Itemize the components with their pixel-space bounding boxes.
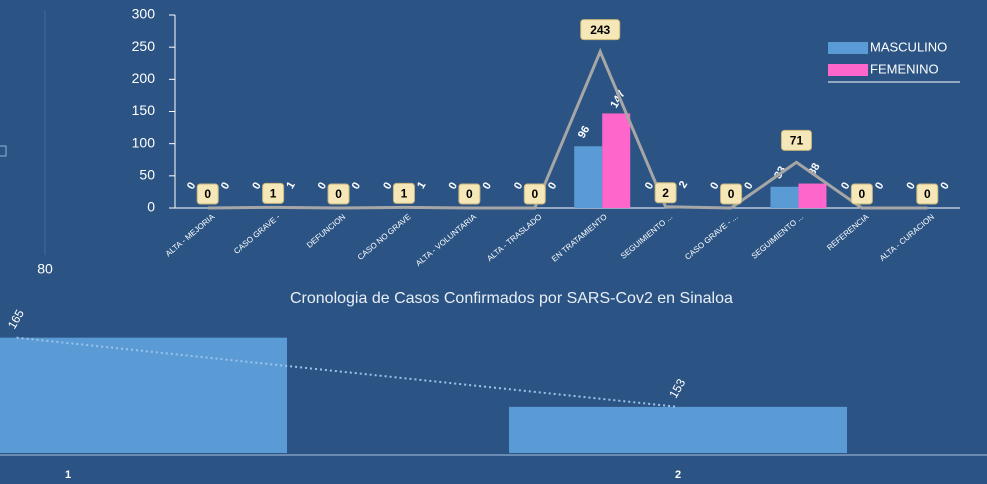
chart-title: Cronologia de Casos Confirmados por SARS… bbox=[290, 290, 733, 307]
value-label: 0 bbox=[938, 180, 951, 191]
bar bbox=[602, 113, 631, 208]
bar bbox=[509, 406, 847, 453]
y-tick-label: 50 bbox=[139, 167, 155, 183]
legend-swatch bbox=[828, 64, 868, 76]
total-box bbox=[780, 129, 812, 151]
total-label: 1 bbox=[401, 187, 408, 201]
total-label: 0 bbox=[728, 187, 735, 201]
value-label: 0 bbox=[481, 180, 494, 191]
total-box bbox=[523, 183, 546, 205]
bar bbox=[798, 183, 827, 208]
legend-label: MASCULINO bbox=[870, 39, 947, 54]
value-label: 0 bbox=[546, 180, 559, 191]
x-tick-label: 1 bbox=[65, 469, 71, 481]
total-label: 0 bbox=[204, 187, 211, 201]
total-line bbox=[207, 47, 928, 210]
total-label: 71 bbox=[790, 133, 804, 147]
y-tick-label: 0 bbox=[147, 199, 155, 215]
value-label: 1 bbox=[284, 180, 297, 191]
total-label: 0 bbox=[335, 187, 342, 201]
total-box bbox=[720, 183, 743, 205]
value-label: 0 bbox=[742, 180, 755, 191]
value-label: 0 bbox=[350, 180, 363, 191]
total-box bbox=[196, 183, 219, 205]
trend-line bbox=[16, 336, 679, 408]
y-tick-label: 150 bbox=[132, 102, 156, 118]
y-tick-label: 100 bbox=[132, 134, 156, 150]
total-box bbox=[850, 183, 873, 205]
value-label: 0 bbox=[185, 180, 198, 191]
total-label: 1 bbox=[270, 187, 277, 201]
total-box bbox=[392, 182, 415, 204]
value-label: 0 bbox=[250, 180, 263, 191]
value-label: 0 bbox=[873, 180, 886, 191]
value-label: 0 bbox=[904, 180, 917, 191]
total-box bbox=[262, 182, 285, 204]
x-tick-label: 2 bbox=[675, 469, 681, 481]
value-label: 0 bbox=[219, 180, 232, 191]
value-label: 1 bbox=[415, 180, 428, 191]
value-label: 0 bbox=[381, 180, 394, 191]
value-label: 0 bbox=[643, 180, 656, 191]
value-label: 0 bbox=[512, 180, 525, 191]
value-label: 0 bbox=[839, 180, 852, 191]
total-label: 0 bbox=[531, 187, 538, 201]
value-label: 2 bbox=[677, 179, 690, 190]
y-tick-label: 300 bbox=[132, 6, 156, 22]
total-box bbox=[458, 183, 481, 205]
y-tick-label: 200 bbox=[132, 70, 156, 86]
total-label: 0 bbox=[924, 187, 931, 201]
bar bbox=[0, 337, 287, 453]
total-box bbox=[654, 182, 677, 204]
legend-swatch bbox=[828, 42, 868, 54]
total-box bbox=[916, 183, 939, 205]
total-label: 243 bbox=[590, 23, 610, 37]
value-label: 0 bbox=[316, 180, 329, 191]
left-label: 80 bbox=[37, 261, 53, 277]
total-label: 2 bbox=[662, 186, 669, 200]
total-box bbox=[580, 19, 621, 41]
legend-label: FEMENINO bbox=[870, 61, 939, 76]
value-label: 0 bbox=[447, 180, 460, 191]
total-box bbox=[327, 183, 350, 205]
bar bbox=[574, 146, 603, 208]
total-label: 0 bbox=[859, 187, 866, 201]
value-label: 96 bbox=[576, 124, 593, 141]
total-label: 0 bbox=[466, 187, 473, 201]
value-label: 0 bbox=[708, 180, 721, 191]
y-tick-label: 250 bbox=[132, 38, 156, 54]
left-marker bbox=[0, 145, 7, 157]
bar bbox=[770, 186, 799, 208]
